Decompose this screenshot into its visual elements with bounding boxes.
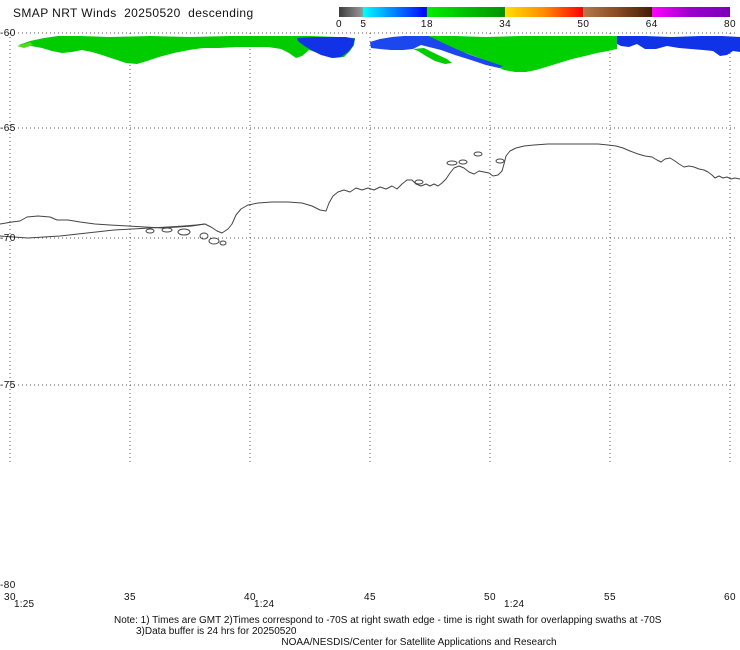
island [219,240,227,246]
y-tick-label--60: -60 [0,28,16,39]
colorbar-tick-label: 5 [360,19,367,30]
swath-time-label: 1:25 [14,599,35,610]
colorbar-segment-cyan-blue [363,7,427,17]
credit-line: NOAA/NESDIS/Center for Satellite Applica… [281,637,557,648]
island [177,228,191,236]
colorbar-segment-green [426,7,506,17]
colorbar-segment-yellow-red [505,7,584,17]
swath-right-blue [617,36,740,56]
colorbar-tick-label: 50 [577,19,590,30]
x-tick-label-30: 30 [4,592,16,603]
colorbar [339,7,730,17]
colorbar-segment-gray [339,7,364,17]
x-tick-label-55: 55 [604,592,616,603]
x-axis-labels: 30 35 40 45 50 55 60 [0,592,740,604]
colorbar-tick-label: 0 [335,19,343,30]
note-line-2: 3)Data buffer is 24 hrs for 20250520 [136,626,297,637]
swath-time-labels: 1:25 1:24 1:24 [0,599,740,611]
coastline-inner-branch [0,223,206,239]
swath-mid-green-pocket [413,48,452,64]
colorbar-segment-magenta-purple [651,7,730,17]
colorbar-segment-brown [583,7,652,17]
colorbar-tick-label: 64 [645,19,658,30]
y-tick-label--65: -65 [0,123,16,134]
plot-title: SMAP NRT Winds 20250520 descending [13,6,254,20]
island [473,151,483,157]
island [458,159,468,165]
swath-mid-green [429,36,617,72]
colorbar-tick-label: 18 [420,19,434,30]
x-tick-label-60: 60 [724,592,736,603]
island [161,227,173,233]
swath-left-green [19,36,355,64]
y-tick-label--70: -70 [0,233,16,244]
swath-time-label: 1:24 [504,599,525,610]
note-line-1: Note: 1) Times are GMT 2)Times correspon… [114,615,662,626]
island [145,228,155,234]
x-tick-label-35: 35 [124,592,136,603]
y-tick-label--75: -75 [0,380,16,391]
colorbar-tick-label: 34 [499,19,512,30]
island [414,179,424,185]
y-axis-labels: -60 -65 -70 -75 -80 [0,0,30,650]
island [446,160,458,166]
coastline-main [0,143,740,234]
island [199,232,209,240]
colorbar-tick-label: 80 [723,19,737,30]
swath-time-label: 1:24 [254,599,275,610]
swath-left-blue [297,37,355,58]
x-tick-label-45: 45 [364,592,376,603]
island [495,158,505,164]
colorbar-labels: 0 5 18 34 50 64 80 [335,19,736,31]
island [208,237,220,245]
x-tick-label-50: 50 [484,592,496,603]
swath-left-tip [17,42,33,48]
y-tick-label--80: -80 [0,580,16,591]
swath-mid-blue [370,36,503,68]
x-tick-label-40: 40 [244,592,256,603]
